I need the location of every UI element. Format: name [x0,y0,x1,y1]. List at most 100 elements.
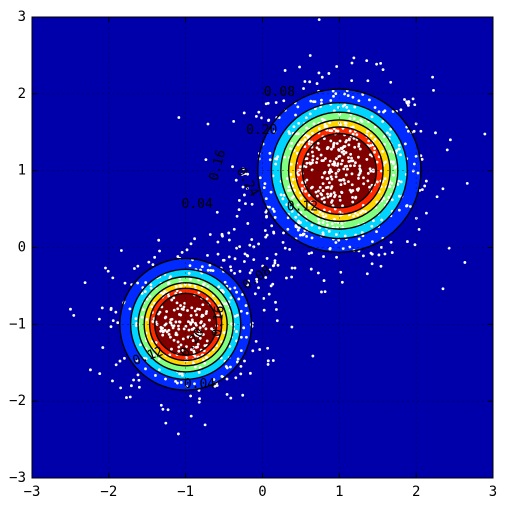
scatter-point [340,222,344,226]
scatter-point [149,286,153,290]
scatter-point [299,221,302,224]
scatter-point [330,147,333,151]
scatter-point [109,306,113,310]
scatter-point [206,122,210,126]
scatter-point [413,103,417,107]
scatter-point [208,263,212,267]
scatter-point [347,143,351,147]
scatter-point [229,265,232,269]
scatter-point [338,195,342,198]
scatter-point [343,234,347,238]
scatter-point [434,131,437,135]
scatter-point [383,161,387,164]
scatter-point [330,185,334,188]
scatter-point [190,306,194,310]
scatter-point [206,284,210,288]
scatter-point [159,403,163,407]
scatter-point [310,209,314,213]
scatter-point [196,342,200,346]
scatter-point [176,255,180,258]
scatter-point [212,378,216,381]
scatter-point [335,65,339,68]
scatter-point [310,251,314,255]
scatter-point [273,216,277,219]
scatter-point [334,175,338,179]
scatter-point [369,134,373,138]
scatter-point [257,110,261,114]
scatter-point [258,348,262,351]
scatter-point [343,92,346,96]
scatter-point [163,290,167,293]
scatter-point [301,232,305,236]
scatter-point [128,395,132,399]
scatter-point [239,309,243,313]
scatter-point [140,315,144,319]
scatter-point [308,80,312,84]
scatter-point [403,98,406,101]
scatter-point [320,75,324,79]
scatter-point [144,367,147,371]
scatter-point [372,219,375,223]
scatter-point [216,334,220,338]
scatter-point [270,224,274,228]
scatter-point [288,147,292,151]
scatter-point [334,92,338,95]
scatter-point [377,155,381,159]
scatter-point [237,199,241,202]
scatter-point [328,159,332,163]
scatter-point [177,345,181,349]
scatter-point [296,228,300,232]
scatter-point [366,130,369,133]
scatter-point [292,125,296,129]
scatter-point [186,335,190,339]
scatter-point [397,144,401,147]
scatter-point [325,125,329,128]
scatter-point [297,219,300,223]
scatter-point [340,190,343,194]
scatter-point [246,222,250,225]
scatter-point [317,217,320,221]
scatter-point [327,72,331,75]
scatter-point [319,192,323,196]
scatter-point [321,212,325,216]
scatter-point [315,161,318,164]
scatter-point [273,130,277,134]
scatter-point [407,129,410,133]
scatter-point [175,381,179,385]
scatter-point [253,292,257,296]
scatter-point [179,343,183,347]
scatter-point [233,286,237,290]
scatter-point [337,148,341,152]
scatter-point [290,196,294,200]
scatter-point [203,344,207,348]
scatter-point [263,229,267,232]
y-tick-label: 2 [18,86,26,102]
scatter-point [114,310,118,314]
scatter-point [463,261,467,264]
scatter-point [243,359,246,363]
scatter-point [322,208,326,212]
scatter-point [321,189,325,192]
scatter-point [351,189,355,192]
scatter-point [382,110,385,114]
scatter-point [216,240,220,244]
scatter-point [343,121,347,125]
scatter-point [148,295,152,298]
scatter-point [83,281,87,285]
scatter-point [154,374,157,377]
contour-label: 0.08 [264,85,295,100]
scatter-point [339,146,343,150]
scatter-point [333,217,336,221]
scatter-point [197,370,201,374]
scatter-point [262,308,266,312]
scatter-point [177,327,181,331]
scatter-point [224,365,228,368]
scatter-point [177,349,181,353]
scatter-point [235,290,238,294]
scatter-point [322,137,326,141]
scatter-point [311,154,315,158]
scatter-point [194,345,198,349]
scatter-point [241,172,244,176]
scatter-point [296,105,300,109]
